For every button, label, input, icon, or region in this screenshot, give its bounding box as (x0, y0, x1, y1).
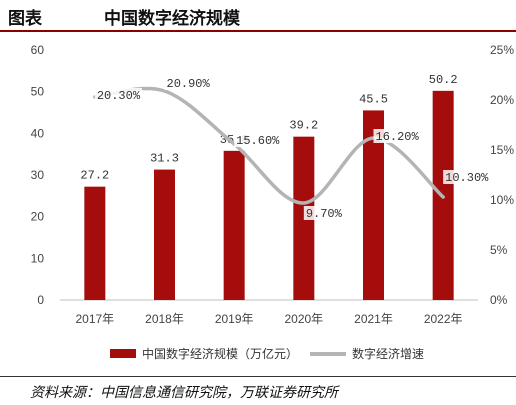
line-value-label: 9.70% (306, 207, 343, 221)
y-left-tick-label: 50 (31, 85, 45, 99)
line-value-label: 20.30% (97, 89, 141, 103)
source-rule (0, 376, 516, 377)
line-value-label: 15.60% (236, 134, 280, 148)
line-value-label: 16.20% (376, 130, 420, 144)
bar-value-label: 27.2 (80, 169, 109, 183)
y-right-tick-label: 0% (490, 293, 508, 307)
line-value-label: 10.30% (445, 171, 489, 185)
line-value-label: 20.90% (167, 77, 211, 91)
y-left-tick-label: 60 (31, 43, 45, 57)
line-label-background (234, 133, 282, 147)
source-note: 资料来源：中国信息通信研究院，万联证券研究所 (30, 385, 338, 401)
title-rule (0, 30, 516, 32)
y-right-tick-label: 15% (490, 143, 514, 157)
y-right-tick-label: 25% (490, 43, 514, 57)
bar-value-label: 39.2 (289, 119, 318, 133)
x-tick-label: 2022年 (424, 312, 463, 326)
y-left-tick-label: 0 (37, 293, 44, 307)
bar-value-label: 31.3 (150, 152, 179, 166)
x-tick-label: 2020年 (284, 312, 323, 326)
line-label-background (443, 170, 491, 184)
x-tick-label: 2017年 (75, 312, 114, 326)
bar (154, 169, 175, 300)
legend-label-bar: 中国数字经济规模（万亿元） (142, 346, 298, 361)
legend-label-line: 数字经济增速 (352, 346, 424, 361)
y-right-tick-label: 20% (490, 93, 514, 107)
figure-label: 图表 (8, 9, 42, 29)
y-left-tick-label: 20 (31, 210, 45, 224)
title-bar: 图表 中国数字经济规模 (0, 0, 516, 32)
y-left-tick-label: 40 (31, 126, 45, 140)
bar (363, 110, 384, 301)
line-label-background (373, 129, 421, 143)
bar (84, 186, 106, 300)
x-tick-label: 2021年 (354, 312, 393, 326)
y-left-tick-label: 30 (31, 168, 45, 182)
line-label-background (303, 206, 344, 220)
y-left-tick-label: 10 (31, 251, 45, 265)
y-right-tick-label: 10% (490, 193, 514, 207)
line-label-background (164, 76, 212, 90)
bar-value-label: 50.2 (429, 73, 458, 87)
bar (223, 150, 245, 300)
chart-title: 中国数字经济规模 (104, 9, 240, 29)
x-tick-label: 2019年 (215, 312, 254, 326)
legend-swatch-bar (110, 349, 136, 358)
line-label-background (94, 88, 143, 102)
x-tick-label: 2018年 (145, 312, 184, 326)
bar-value-label: 45.5 (359, 92, 388, 106)
y-right-tick-label: 5% (490, 243, 508, 257)
